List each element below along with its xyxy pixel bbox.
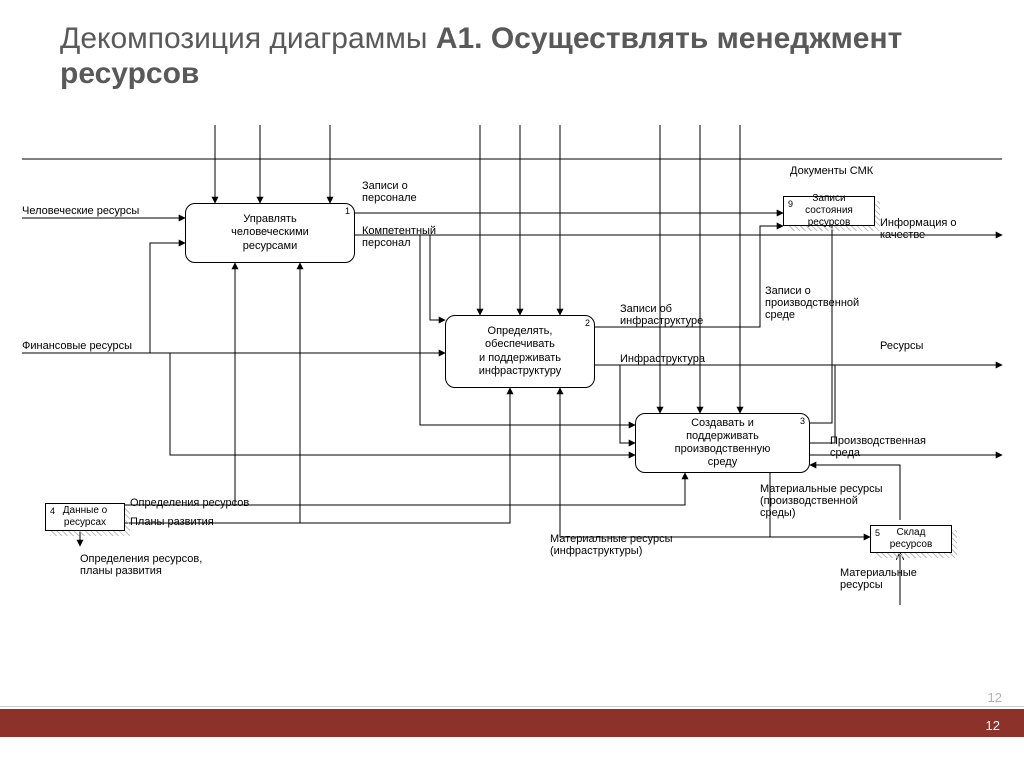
page-title: Декомпозиция диаграммы А1. Осуществлять …: [60, 22, 960, 91]
edge-label: Определения ресурсов, планы развития: [80, 553, 202, 577]
datastore-node: Склад ресурсов5: [870, 525, 952, 553]
edge-label: Ресурсы: [880, 340, 923, 352]
edge-label: Документы СМК: [790, 165, 873, 177]
edge-label: Информация о качестве: [880, 217, 957, 241]
process-node: Определять, обеспечивать и поддерживать …: [445, 315, 595, 388]
datastore-node: Данные о ресурсах4: [45, 503, 125, 531]
edge-label: Финансовые ресурсы: [22, 340, 132, 352]
footer-bar: [0, 709, 1024, 737]
page-number-ghost: 12: [988, 690, 1002, 705]
edge-label: Материальные ресурсы: [840, 567, 917, 591]
edge-label: Производственная среда: [830, 435, 926, 459]
edge-label: Определения ресурсов: [130, 497, 249, 509]
page-number: 12: [986, 718, 1000, 733]
edge-label: Материальные ресурсы (производственной с…: [760, 483, 883, 519]
edge-label: Записи о персонале: [362, 180, 417, 204]
process-node: Управлять человеческими ресурсами1: [185, 203, 355, 263]
edge-label: Планы развития: [130, 516, 214, 528]
edge-label: Человеческие ресурсы: [22, 205, 139, 217]
process-node: Создавать и поддерживать производственну…: [635, 413, 810, 473]
edge-label: Инфраструктура: [620, 353, 705, 365]
edge-label: Записи об инфраструктуре: [620, 303, 703, 327]
idef0-diagram: Управлять человеческими ресурсами1 Опреде…: [0, 125, 1024, 685]
edge-label: Материальные ресурсы (инфраструктуры): [550, 533, 673, 557]
datastore-node: Записи состояния ресурсов9: [783, 196, 875, 226]
edge-label: Записи о производственной среде: [765, 285, 859, 321]
edge-label: Компетентный персонал: [362, 225, 436, 249]
